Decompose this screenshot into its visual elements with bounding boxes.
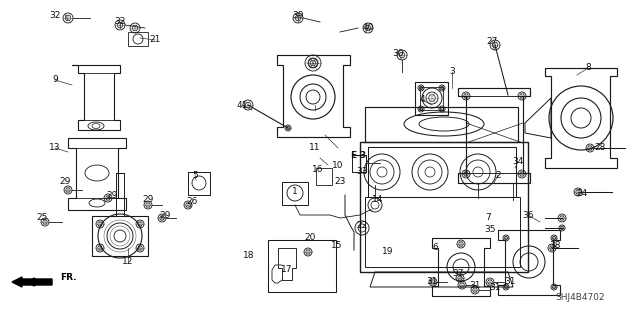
- Text: 17: 17: [281, 265, 292, 275]
- Text: 3: 3: [449, 68, 455, 77]
- FancyArrow shape: [12, 277, 52, 287]
- Text: 18: 18: [243, 251, 255, 261]
- Text: 28: 28: [595, 144, 605, 152]
- Text: 38: 38: [549, 241, 561, 249]
- Text: 31: 31: [426, 278, 438, 286]
- Text: 40: 40: [362, 24, 374, 33]
- Text: 31: 31: [469, 280, 481, 290]
- Text: 30: 30: [392, 48, 404, 57]
- Text: 29: 29: [106, 190, 118, 199]
- Text: 32: 32: [49, 11, 61, 19]
- Text: SHJ4B4702: SHJ4B4702: [555, 293, 605, 302]
- Text: 8: 8: [585, 63, 591, 72]
- Text: 1: 1: [292, 188, 298, 197]
- Text: 15: 15: [332, 241, 343, 250]
- Text: 14: 14: [372, 196, 384, 204]
- Text: 5: 5: [192, 170, 198, 180]
- Text: 31: 31: [504, 278, 516, 286]
- Text: 6: 6: [432, 243, 438, 253]
- Text: 41: 41: [236, 100, 248, 109]
- Text: 35: 35: [484, 226, 496, 234]
- Text: 20: 20: [304, 234, 316, 242]
- Text: 24: 24: [577, 189, 588, 197]
- Text: 34: 34: [512, 158, 524, 167]
- Text: 25: 25: [36, 213, 48, 222]
- Text: 36: 36: [522, 211, 534, 219]
- Text: 33: 33: [356, 167, 368, 176]
- Text: 12: 12: [122, 256, 134, 265]
- Text: 37: 37: [452, 270, 464, 278]
- Text: 39: 39: [292, 11, 304, 19]
- Text: 19: 19: [382, 248, 394, 256]
- Text: 9: 9: [52, 76, 58, 85]
- Text: 32: 32: [115, 18, 125, 26]
- Text: 27: 27: [486, 38, 498, 47]
- Text: 16: 16: [312, 166, 324, 174]
- Text: 31: 31: [489, 284, 500, 293]
- Text: 21: 21: [149, 35, 161, 44]
- Text: E-3: E-3: [350, 151, 366, 160]
- Text: 4: 4: [419, 95, 425, 105]
- Text: 29: 29: [60, 177, 70, 187]
- Text: 2: 2: [495, 170, 501, 180]
- Text: 13: 13: [49, 144, 61, 152]
- Text: 29: 29: [142, 196, 154, 204]
- Text: 26: 26: [186, 197, 198, 206]
- Text: 11: 11: [309, 144, 321, 152]
- Bar: [268, 240, 336, 292]
- Text: 7: 7: [485, 213, 491, 222]
- Text: 10: 10: [332, 160, 344, 169]
- Text: 23: 23: [334, 177, 346, 187]
- Text: 22: 22: [356, 220, 367, 229]
- Text: FR.: FR.: [60, 273, 77, 283]
- Text: 29: 29: [159, 211, 171, 219]
